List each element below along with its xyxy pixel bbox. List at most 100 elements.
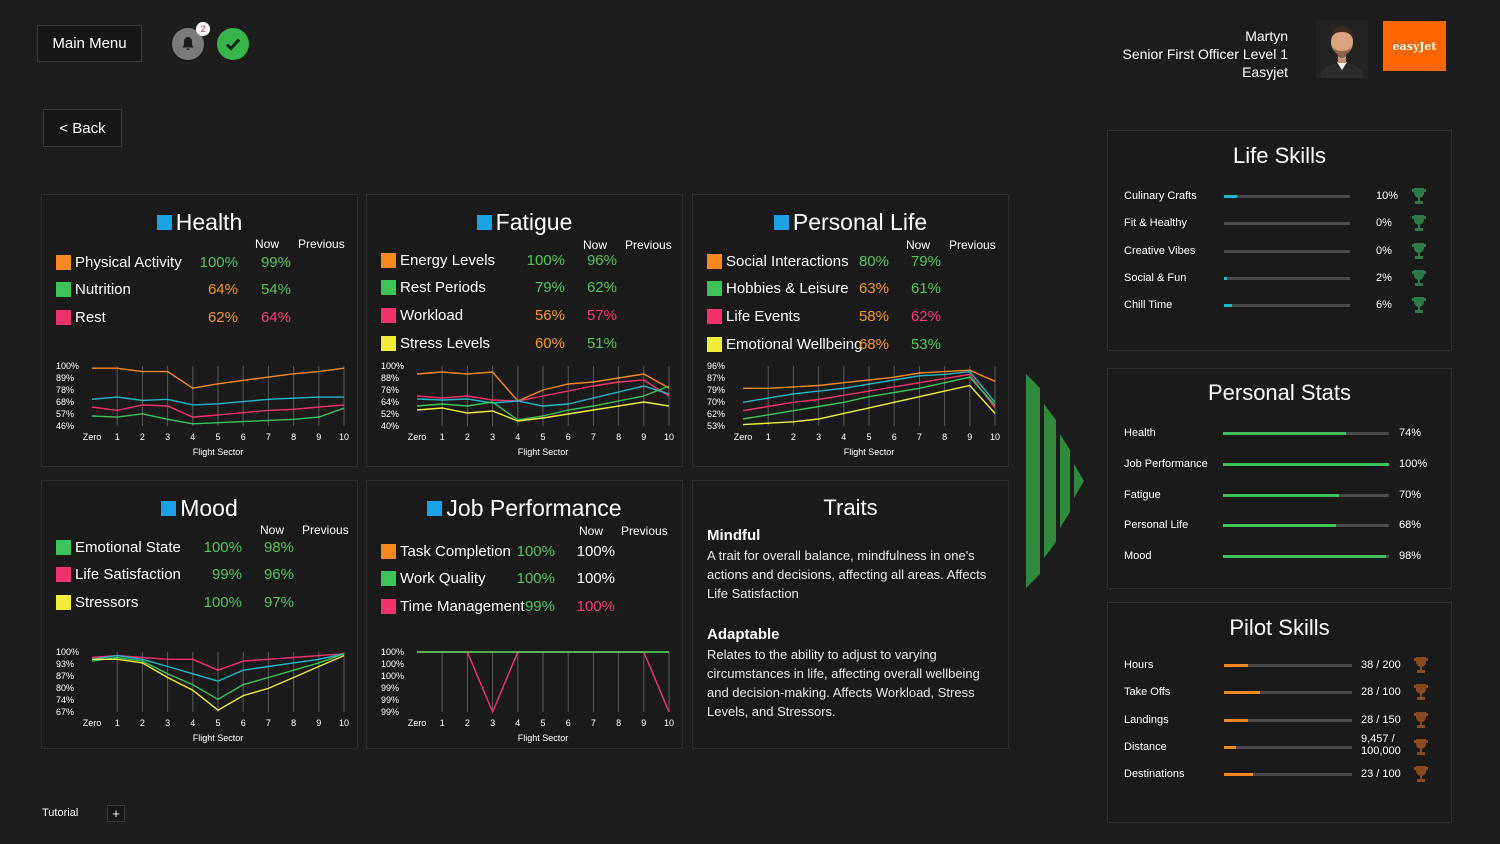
mood-panel: Mood Now Previous 100% 93% 87% 80% 74% 67% Zer… — [41, 480, 358, 749]
skill-progress-fill — [1224, 691, 1260, 695]
skill-progress-track — [1224, 691, 1352, 695]
legend-square-icon — [381, 252, 396, 268]
notifications-button[interactable]: 2 — [172, 22, 210, 60]
skill-label: Fatigue — [1124, 488, 1161, 501]
y-tick-label: 70% — [707, 397, 725, 407]
user-role: Senior First Officer Level 1 — [1122, 46, 1288, 62]
status-check-button[interactable] — [217, 28, 249, 60]
x-tick-label: Zero — [408, 718, 427, 728]
skill-progress-track — [1223, 493, 1389, 497]
skill-row: Personal Life 68% — [1124, 517, 1437, 535]
metric-now-value: 79% — [534, 279, 565, 297]
section-square-icon — [156, 215, 172, 230]
previous-header: Previous — [949, 238, 996, 252]
tutorial-add-button[interactable]: + — [107, 805, 125, 822]
skill-progress-track — [1224, 745, 1352, 749]
legend-square-icon — [381, 335, 396, 351]
metric-row: Rest Periods 79% 62% — [381, 278, 682, 298]
easyjet-logo: easyJet — [1383, 21, 1446, 71]
series-line-cyan — [742, 370, 996, 403]
fatigue-chart: 100% 88% 76% 64% 52% 40% Zero 1 2 3 4 5 6 7 8 9 10 Flight… — [381, 361, 674, 457]
trait-mindful-title: Mindful — [707, 527, 761, 544]
metric-label: Rest Periods — [400, 279, 486, 297]
metric-label: Physical Activity — [75, 253, 182, 271]
series-line-orange — [92, 367, 345, 389]
skill-progress-track — [1223, 555, 1389, 559]
main-menu-button[interactable]: Main Menu — [37, 25, 142, 62]
metric-previous-value: 100% — [576, 542, 615, 560]
x-tick-label: 8 — [291, 432, 296, 442]
metric-row: Physical Activity 100% 99% — [56, 252, 357, 272]
x-tick-label: 5 — [540, 718, 545, 728]
y-tick-label: 40% — [381, 421, 399, 431]
skill-progress-fill — [1224, 773, 1254, 777]
skill-label: Personal Life — [1124, 519, 1189, 532]
x-tick-label: 4 — [841, 432, 846, 442]
skill-value: 0% — [1376, 217, 1392, 230]
metric-now-value: 100% — [516, 570, 555, 588]
x-tick-label: 1 — [440, 718, 445, 728]
metric-row: Stressors 100% 97% — [56, 592, 357, 612]
skill-progress-track — [1223, 462, 1389, 466]
skill-row: Health 74% — [1124, 425, 1437, 443]
skill-value: 68% — [1399, 519, 1422, 532]
metric-row: Life Events 58% 62% — [707, 306, 1008, 326]
x-tick-label: 5 — [866, 432, 871, 442]
x-tick-label: 10 — [339, 718, 349, 728]
previous-header: Previous — [298, 237, 345, 251]
skill-value: 98% — [1399, 550, 1422, 563]
trophy-icon — [1414, 657, 1428, 673]
job-performance-panel: Job Performance Now Previous 100% 100% 100… — [366, 480, 683, 749]
metric-row: Work Quality 100% 100% — [381, 569, 682, 589]
series-line-pink — [91, 404, 345, 418]
skill-value: 100% — [1399, 457, 1428, 470]
y-tick-label: 53% — [707, 421, 725, 431]
skill-progress-fill — [1223, 524, 1336, 528]
y-tick-label: 96% — [707, 361, 725, 371]
skill-progress-track — [1224, 276, 1350, 280]
metric-label: Life Satisfaction — [75, 566, 181, 584]
mood-chart: 100% 93% 87% 80% 74% 67% Zero 1 2 3 4 5 6 7 8 9 10 Flight… — [56, 647, 349, 743]
personal-life-title: Personal Life — [693, 209, 1008, 236]
x-tick-label: 5 — [215, 432, 220, 442]
metric-row: Emotional Wellbeing 68% 53% — [707, 334, 1008, 354]
x-tick-label: 9 — [641, 718, 646, 728]
x-tick-label: 6 — [241, 432, 246, 442]
metric-now-value: 100% — [203, 538, 242, 556]
traits-title: Traits — [823, 495, 878, 520]
user-info: Martyn Senior First Officer Level 1 Easy… — [1123, 27, 1288, 81]
legend-square-icon — [707, 281, 722, 297]
skill-progress-fill — [1224, 304, 1232, 308]
y-tick-label: 74% — [56, 695, 74, 705]
skill-value: 6% — [1376, 299, 1392, 312]
skill-value: 23 / 100 — [1361, 768, 1401, 781]
back-button[interactable]: < Back — [43, 109, 122, 147]
metric-label: Emotional Wellbeing — [726, 335, 863, 353]
series-line-yellow — [416, 401, 670, 422]
x-tick-label: 7 — [591, 432, 596, 442]
section-square-icon — [476, 215, 492, 230]
metric-previous-value: 97% — [263, 593, 294, 611]
skill-label: Fit & Healthy — [1124, 217, 1187, 230]
check-icon — [225, 38, 241, 51]
skill-value: 10% — [1376, 190, 1399, 202]
series-line-yellow — [742, 384, 996, 426]
skill-label: Creative Vibes — [1124, 244, 1196, 257]
metric-previous-value: 96% — [263, 566, 294, 584]
metric-now-value: 99% — [211, 566, 242, 584]
metric-row: Energy Levels 100% 96% — [381, 250, 682, 270]
x-tick-label: 5 — [215, 718, 220, 728]
metric-row: Hobbies & Leisure 63% 61% — [707, 279, 1008, 299]
metric-row: Nutrition 64% 54% — [56, 280, 357, 300]
series-line-yellow — [92, 654, 345, 712]
metric-label: Stress Levels — [400, 334, 491, 352]
health-title: Health — [42, 209, 357, 236]
metric-label: Social Interactions — [726, 252, 849, 270]
metric-label: Life Events — [726, 307, 801, 325]
x-tick-label: 2 — [140, 432, 145, 442]
avatar[interactable] — [1316, 20, 1368, 78]
series-line-pink — [91, 653, 345, 671]
skill-row: Hours 38 / 200 — [1124, 657, 1437, 675]
x-axis-label: Flight Sector — [193, 733, 244, 743]
metric-now-value: 62% — [207, 308, 238, 326]
